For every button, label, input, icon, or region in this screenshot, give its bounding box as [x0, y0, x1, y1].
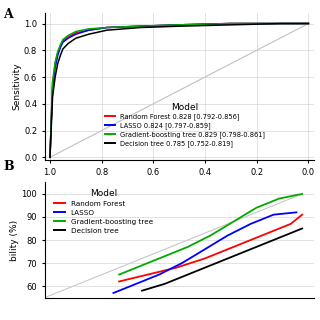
- Legend: Random Forest, LASSO, Gradient-boosting tree, Decision tree: Random Forest, LASSO, Gradient-boosting …: [51, 186, 156, 236]
- Text: A: A: [3, 8, 13, 21]
- Y-axis label: bility (%): bility (%): [10, 220, 19, 260]
- Y-axis label: Sensitivity: Sensitivity: [12, 63, 21, 110]
- Legend: Random Forest 0.828 [0.792-0.856], LASSO 0.824 [0.797-0.859], Gradient-boosting : Random Forest 0.828 [0.792-0.856], LASSO…: [102, 100, 268, 149]
- Text: B: B: [3, 160, 14, 173]
- X-axis label: Specificity: Specificity: [154, 182, 204, 192]
